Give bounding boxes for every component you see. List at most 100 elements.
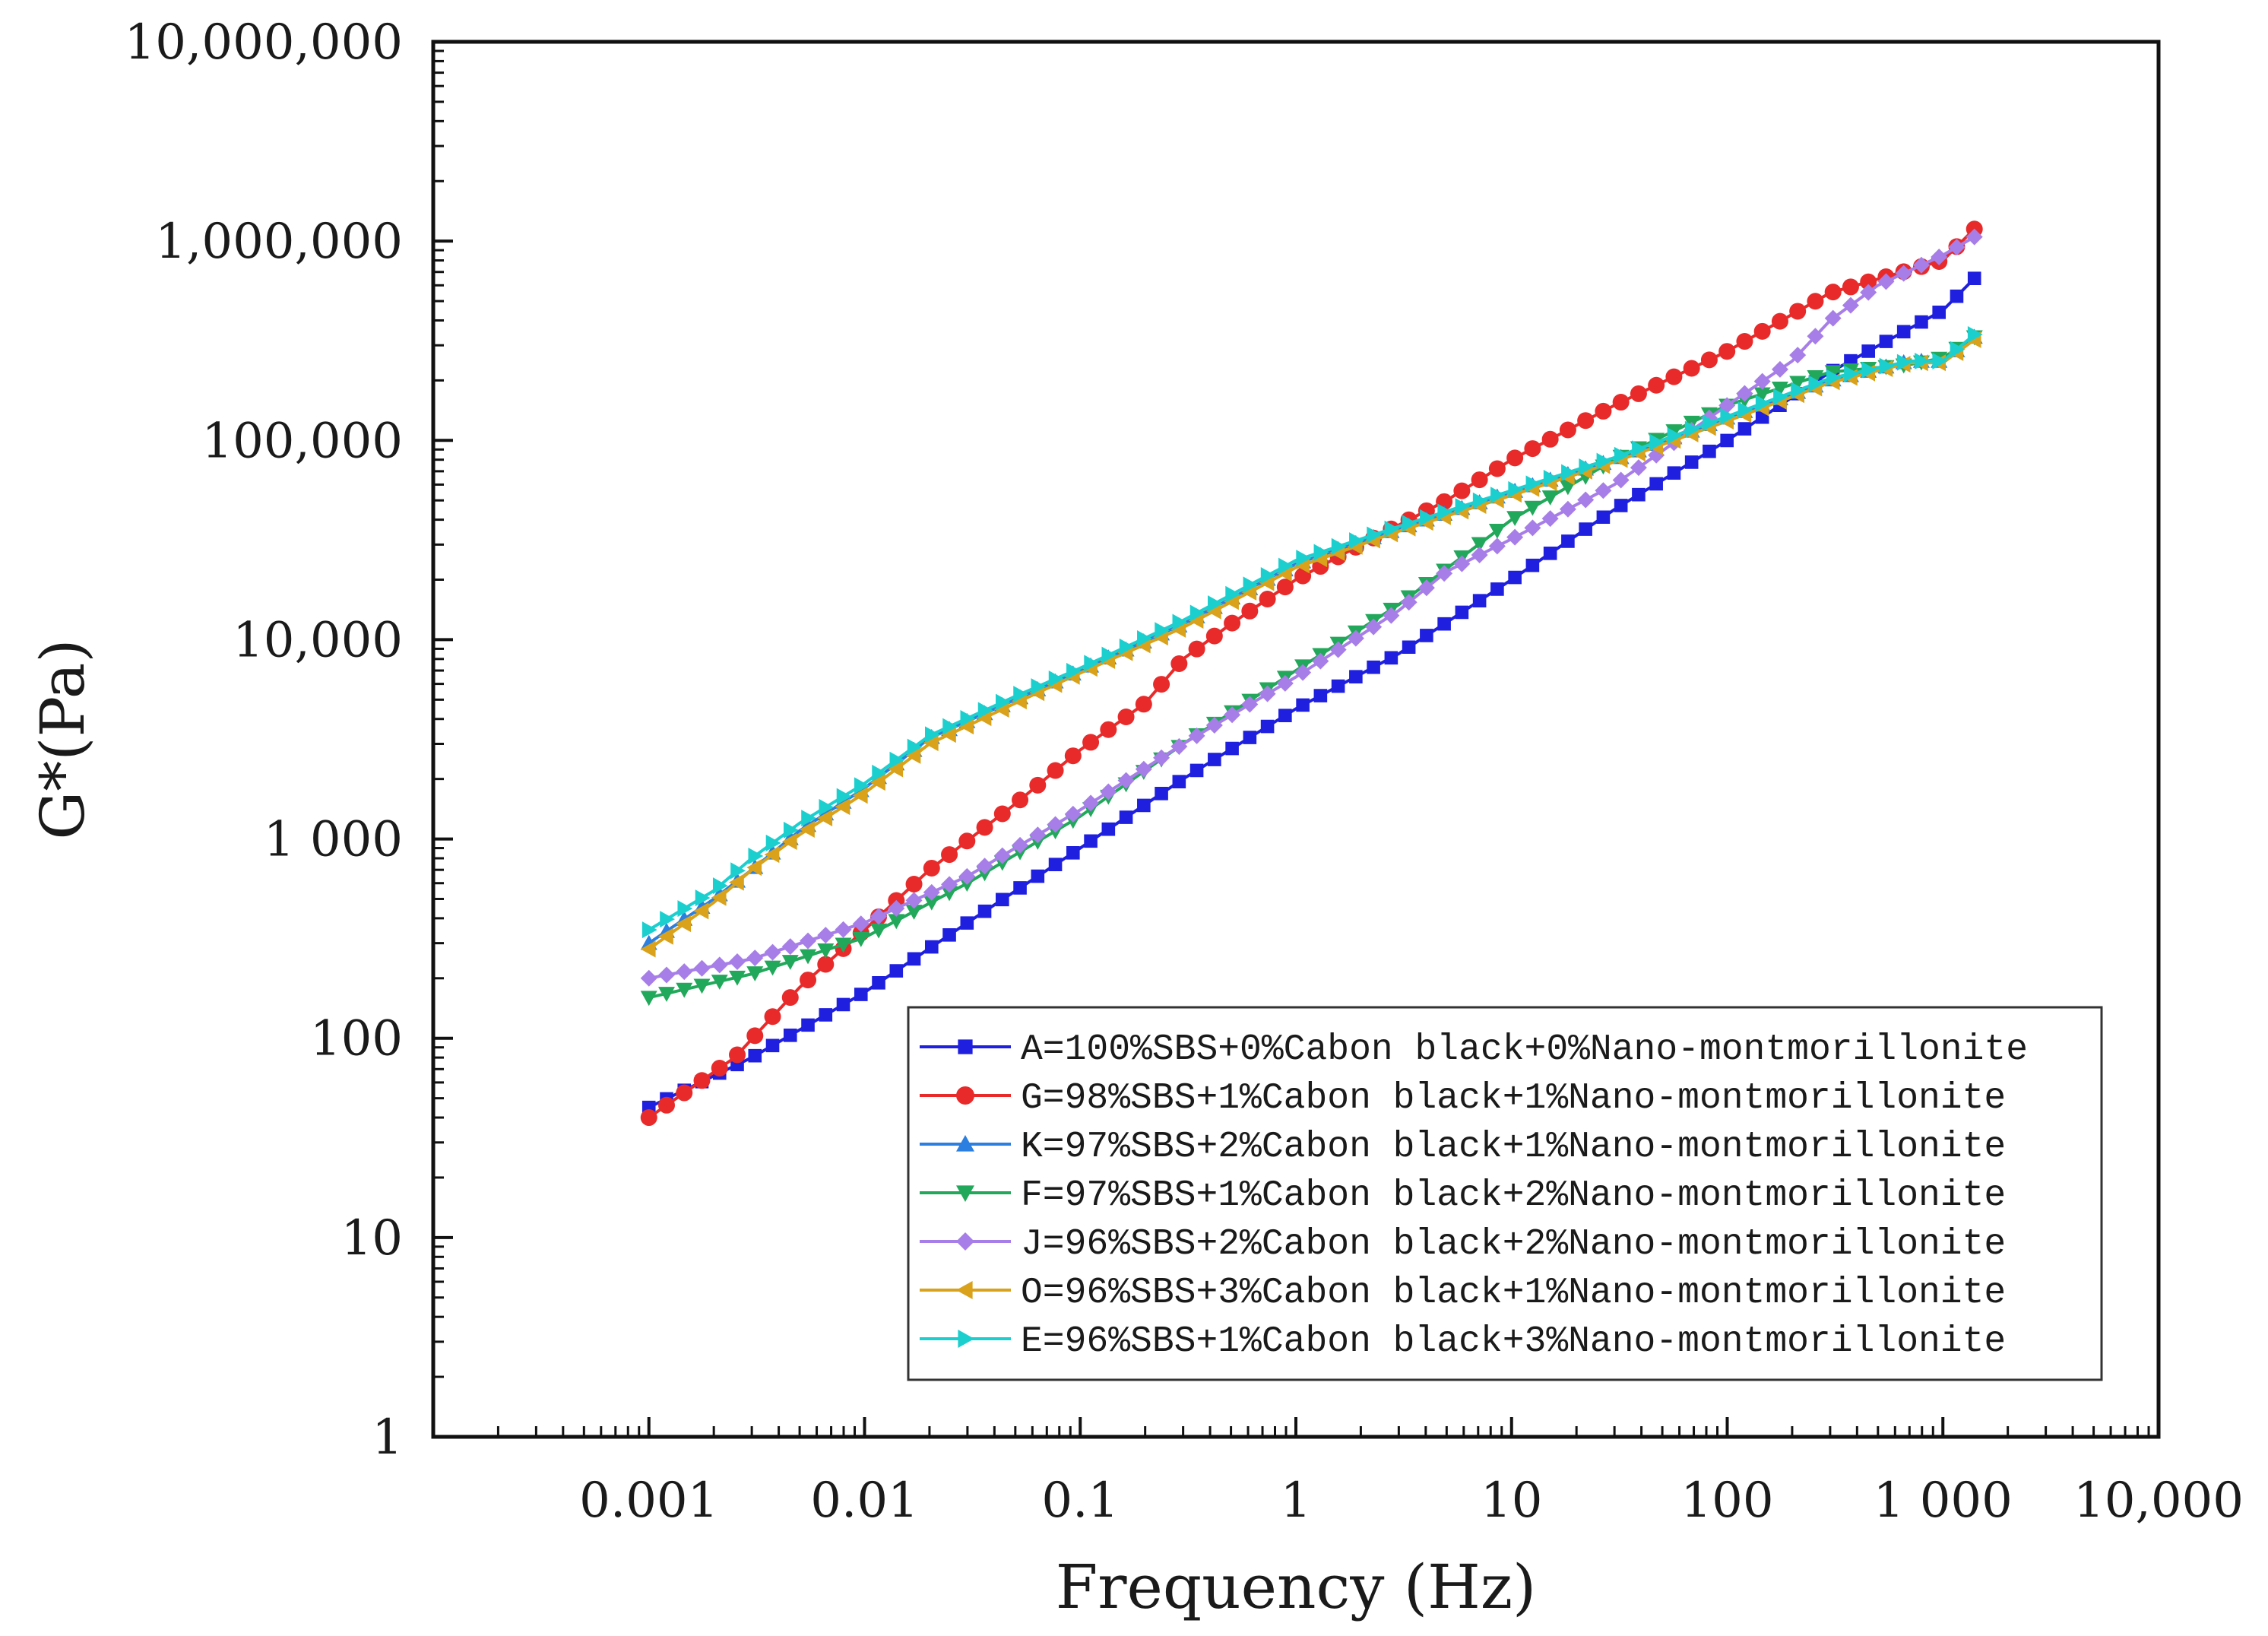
- data-point: [1082, 794, 1100, 812]
- data-point: [1170, 737, 1188, 755]
- data-point: [1665, 368, 1683, 385]
- data-point: [783, 821, 799, 839]
- data-point: [1736, 385, 1753, 402]
- data-point: [800, 972, 817, 989]
- legend-marker: [958, 1039, 973, 1054]
- data-point: [1789, 347, 1807, 364]
- data-point: [1807, 369, 1824, 385]
- data-point: [1155, 787, 1168, 801]
- data-point: [923, 859, 940, 877]
- data-point: [658, 966, 676, 984]
- series-line: [648, 335, 1975, 945]
- y-axis: 1 10 100 1 000 10,000 100,000 1,000,000 10,000,…: [125, 14, 453, 1466]
- data-point: [819, 798, 835, 816]
- data-point: [1524, 519, 1541, 537]
- data-point: [1420, 629, 1433, 642]
- data-point: [817, 956, 835, 973]
- data-point: [1402, 515, 1418, 532]
- data-point: [1471, 537, 1488, 553]
- data-point: [1842, 278, 1859, 296]
- data-point: [1932, 352, 1948, 369]
- data-point: [1490, 487, 1506, 504]
- data-point: [1117, 772, 1135, 789]
- data-point: [801, 810, 817, 827]
- series-layer: [640, 220, 1983, 1127]
- data-point: [781, 833, 797, 851]
- data-point: [1614, 499, 1628, 512]
- data-point: [1488, 523, 1506, 539]
- data-point: [1013, 881, 1027, 895]
- data-point: [1170, 655, 1188, 672]
- data-point: [764, 960, 781, 976]
- data-point: [781, 955, 799, 970]
- data-point: [1119, 638, 1135, 655]
- data-point: [1437, 617, 1451, 631]
- legend-label: E=96%SBS+1%Cabon black+3%Nano-montmorill…: [1021, 1321, 2006, 1362]
- data-point: [1684, 420, 1700, 438]
- data-point: [1488, 537, 1506, 555]
- data-point: [1791, 382, 1807, 399]
- data-point: [1524, 440, 1541, 458]
- data-point: [1543, 469, 1559, 487]
- data-point: [1225, 741, 1239, 756]
- y-axis-title: G*(Pa): [27, 639, 98, 839]
- data-point: [1895, 265, 1912, 282]
- data-point: [711, 975, 728, 990]
- data-point: [1736, 333, 1753, 350]
- data-point: [1950, 341, 1965, 358]
- data-point: [1278, 709, 1292, 722]
- data-point: [977, 702, 993, 719]
- data-point: [1648, 376, 1665, 394]
- data-point: [1860, 284, 1877, 301]
- legend-entry: K=97%SBS+2%Cabon black+1%Nano-montmorill…: [920, 1127, 2006, 1168]
- data-point: [765, 834, 781, 851]
- series-4: [640, 228, 1983, 987]
- data-point: [1241, 583, 1257, 601]
- data-point: [996, 893, 1009, 907]
- data-point: [996, 693, 1011, 711]
- data-point: [729, 1046, 746, 1064]
- data-point: [1488, 460, 1506, 477]
- data-point: [1877, 273, 1895, 290]
- data-point: [1294, 664, 1312, 681]
- data-point: [1543, 547, 1557, 560]
- data-point: [711, 956, 728, 974]
- data-point: [817, 927, 835, 944]
- data-point: [1632, 487, 1646, 502]
- data-point: [1455, 498, 1471, 515]
- data-point: [1579, 522, 1592, 536]
- data-point: [1188, 611, 1204, 629]
- y-tick-label: 10,000: [233, 612, 403, 668]
- data-point: [1649, 477, 1663, 491]
- data-point: [1188, 727, 1205, 744]
- data-point: [1153, 676, 1170, 693]
- data-point: [1559, 500, 1576, 518]
- data-point: [746, 1027, 764, 1045]
- data-point: [1579, 458, 1595, 476]
- series-5: [640, 331, 1981, 958]
- legend-label: G=98%SBS+1%Cabon black+1%Nano-montmorill…: [1021, 1078, 2006, 1119]
- data-point: [1773, 388, 1788, 405]
- data-point: [765, 1038, 780, 1053]
- data-point: [1950, 289, 1964, 303]
- legend-entry: A=100%SBS+0%Cabon black+0%Nano-montmoril…: [920, 1029, 2028, 1070]
- data-point: [1506, 511, 1524, 527]
- data-point: [1561, 534, 1575, 548]
- data-point: [1135, 760, 1152, 778]
- data-point: [1453, 482, 1471, 499]
- x-tick-label: 1 000: [1874, 1473, 2013, 1529]
- data-point: [1612, 394, 1630, 411]
- data-point: [907, 952, 921, 966]
- data-point: [976, 709, 992, 727]
- data-point: [1490, 582, 1504, 596]
- data-point: [976, 819, 993, 836]
- data-point: [1101, 646, 1117, 664]
- legend-entry: O=96%SBS+3%Cabon black+1%Nano-montmorill…: [920, 1273, 2006, 1314]
- data-point: [1172, 614, 1188, 631]
- data-point: [1048, 671, 1064, 688]
- data-point: [1119, 810, 1133, 824]
- data-point: [711, 889, 727, 906]
- data-point: [660, 911, 676, 928]
- data-point: [1276, 565, 1292, 582]
- data-point: [1224, 706, 1241, 724]
